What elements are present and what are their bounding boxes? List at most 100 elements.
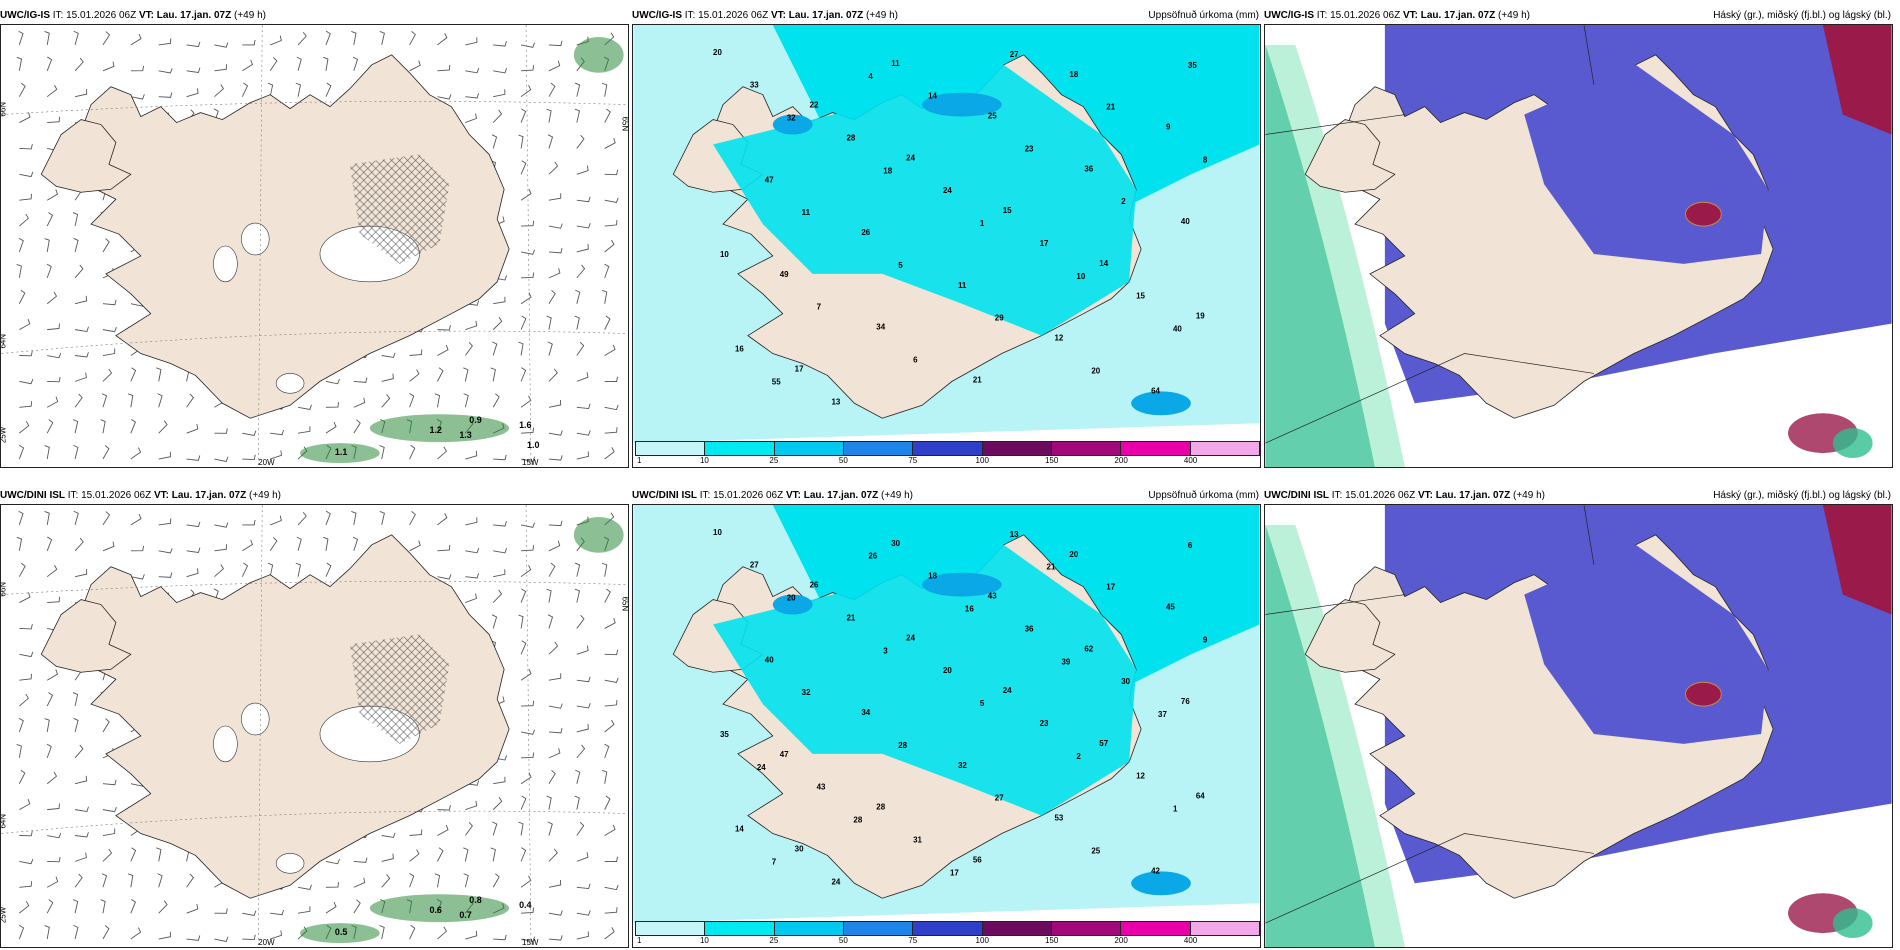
valid-time-label: VT:	[1417, 490, 1433, 501]
valid-time-label: VT:	[1402, 10, 1418, 21]
init-time-value: 15.01.2026 06Z	[698, 10, 769, 21]
precip-value-label: 34	[876, 323, 885, 332]
precip-value-label: 10	[713, 528, 722, 537]
westfjords-landmass	[40, 119, 132, 193]
precip-value-label: 49	[780, 270, 789, 279]
precip-value-label: 18	[1069, 70, 1078, 79]
precip-land-area	[713, 64, 1137, 336]
precip-value-label: 26	[868, 552, 877, 561]
precip-land-area	[713, 544, 1137, 816]
model-name: UWC/IG-IS	[1264, 10, 1314, 21]
precip-value-label: 11	[891, 59, 900, 68]
precip-value-label: 53	[1055, 814, 1064, 823]
precip-value-label: 5	[980, 699, 985, 708]
model-name: UWC/DINI ISL	[1264, 490, 1329, 501]
grid-label: 65N	[621, 597, 628, 612]
valid-time-value: Lau. 17.jan. 07Z	[803, 490, 879, 501]
precip-value-label: 11	[958, 281, 967, 290]
precip-value-label: 9	[1166, 123, 1171, 132]
precip-value-label: 16	[735, 345, 744, 354]
precip-value-label: 21	[973, 375, 982, 384]
lead-time: (+49 h)	[866, 10, 898, 21]
panel-header: UWC/IG-IS IT: 15.01.2026 06Z VT: Lau. 17…	[1264, 8, 1894, 24]
precip-value-label: 24	[906, 153, 915, 162]
precip-colorbar: 1 10 25 50 75 100 150 200 400	[633, 441, 1260, 467]
precip-value-label: 24	[832, 877, 841, 886]
init-time-label: IT:	[699, 490, 711, 501]
precip-value-label: 23	[1040, 719, 1049, 728]
colorbar-cell	[636, 922, 706, 935]
precip-value-label: 0.8	[469, 895, 481, 905]
colorbar-cell	[1190, 442, 1259, 455]
precip-value-label: 64	[1196, 792, 1205, 801]
init-time-value: 15.01.2026 06Z	[66, 10, 137, 21]
precip-value-label: 0.4	[519, 900, 531, 910]
colorbar-tick-label: 100	[975, 456, 989, 465]
precip-value-label: 21	[846, 613, 855, 622]
precip-value-label: 22	[810, 101, 819, 110]
high-cloud-band	[1265, 44, 1375, 467]
precip-value-label: 32	[958, 761, 967, 770]
westfjords-landmass	[40, 599, 132, 673]
lead-time: (+49 h)	[1513, 490, 1545, 501]
snow-hatch-area	[349, 634, 450, 744]
precip-value-label: 55	[772, 377, 781, 386]
grid-label: 65N	[621, 117, 628, 132]
colorbar-tick-label: 1	[637, 456, 642, 465]
valid-time-label: VT:	[138, 10, 154, 21]
map-panel-precip-igis: UWC/IG-IS IT: 15.01.2026 06Z VT: Lau. 17…	[632, 8, 1262, 468]
precip-value-label: 45	[1166, 603, 1175, 612]
precip-value-label: 32	[802, 688, 811, 697]
precip-value-label: 30	[795, 844, 804, 853]
colorbar-cell	[1051, 922, 1122, 935]
precip-value-label: 20	[943, 666, 952, 675]
precip-value-label: 9	[1203, 635, 1208, 644]
init-time-label: IT:	[52, 10, 64, 21]
precip-value-label: 33	[750, 81, 759, 90]
model-name: UWC/DINI ISL	[632, 490, 697, 501]
map-frame: 66N 64N 25W 20W 15W 65N 0.9 1.2 1.3 1.1 1.6 1.0	[0, 24, 629, 468]
colorbar-tick-label: 150	[1044, 936, 1059, 945]
init-time-value: 15.01.2026 06Z	[1330, 10, 1401, 21]
precip-value-label: 14	[735, 825, 744, 834]
colorbar-cell	[1121, 442, 1191, 455]
precip-value-label: 76	[1181, 697, 1190, 706]
precip-value-label: 5	[898, 261, 903, 270]
precip-value-label: 6	[913, 355, 918, 364]
colorbar-tick-label: 400	[1183, 936, 1198, 945]
low-cloud-area	[1822, 505, 1892, 615]
colorbar-tick-label: 200	[1114, 936, 1128, 945]
precip-value-label: 25	[988, 112, 997, 121]
precip-value-label: 28	[898, 741, 907, 750]
precip-value-label: 0.6	[429, 905, 441, 915]
precip-value-label: 15	[1003, 206, 1012, 215]
map-frame	[1264, 504, 1893, 948]
precip-value-label: 37	[1158, 710, 1167, 719]
colorbar-tick-label: 200	[1114, 456, 1128, 465]
grid-label: 25W	[1, 906, 7, 923]
precip-value-label: 16	[965, 605, 974, 614]
colorbar-cell	[982, 922, 1052, 935]
precip-value-label: 20	[787, 594, 796, 603]
graticule	[1, 25, 628, 467]
grid-label: 66N	[1, 582, 7, 597]
panel-title: Uppsöfnuð úrkoma (mm)	[1148, 490, 1259, 501]
grid-label: 15W	[522, 458, 539, 467]
precip-value-label: 21	[1047, 563, 1056, 572]
colorbar-cell	[843, 442, 914, 455]
precip-colorbar: 1 10 25 50 75 100 150 200 400	[633, 921, 1260, 947]
panel-header: UWC/DINI ISL IT: 15.01.2026 06Z VT: Lau.…	[0, 488, 630, 504]
grid-label: 64N	[1, 814, 7, 829]
colorbar-tick-label: 25	[769, 936, 779, 945]
init-time-value: 15.01.2026 06Z	[81, 490, 152, 501]
map-frame: 66N 64N 25W 20W 15W 65N 0.8 0.6 0.7 0.5 0.4	[0, 504, 629, 948]
init-time-label: IT:	[67, 490, 79, 501]
valid-time-value: Lau. 17.jan. 07Z	[1435, 490, 1511, 501]
colorbar-tick-label: 10	[699, 456, 709, 465]
init-time-value: 15.01.2026 06Z	[713, 490, 784, 501]
westfjords-landmass	[1304, 119, 1396, 193]
precip-areas	[300, 516, 624, 944]
model-name: UWC/IG-IS	[632, 10, 682, 21]
precip-value-label: 11	[802, 208, 811, 217]
panel-title: Háský (gr.), miðský (fj.bl.) og lágský (…	[1713, 10, 1891, 21]
